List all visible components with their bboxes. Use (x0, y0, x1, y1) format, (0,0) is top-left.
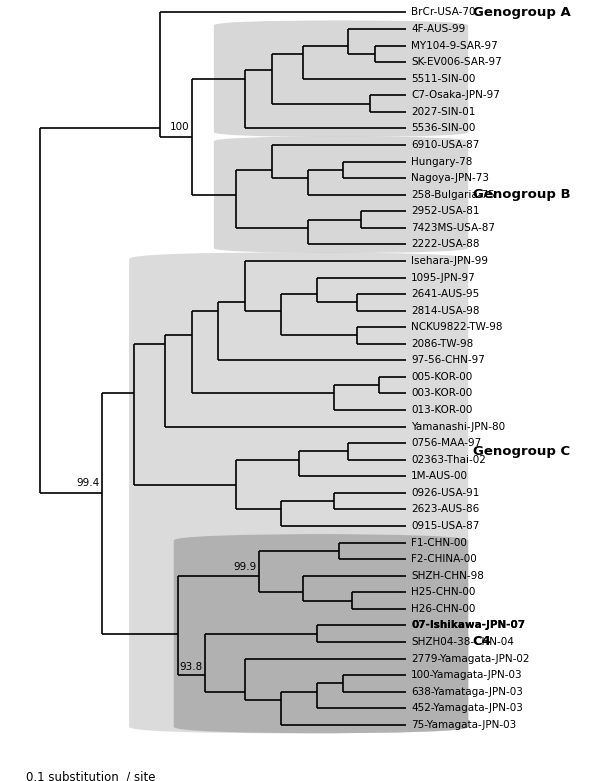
Text: 2641-AUS-95: 2641-AUS-95 (411, 289, 479, 299)
Text: 99.4: 99.4 (77, 478, 100, 488)
FancyBboxPatch shape (214, 20, 468, 137)
Text: H25-CHN-00: H25-CHN-00 (411, 587, 476, 597)
FancyBboxPatch shape (174, 534, 468, 733)
Text: SK-EV006-SAR-97: SK-EV006-SAR-97 (411, 57, 502, 67)
Text: 99.9: 99.9 (233, 562, 256, 572)
FancyBboxPatch shape (129, 252, 468, 733)
Text: 75-Yamagata-JPN-03: 75-Yamagata-JPN-03 (411, 720, 517, 729)
Text: 1M-AUS-00: 1M-AUS-00 (411, 471, 468, 481)
Text: MY104-9-SAR-97: MY104-9-SAR-97 (411, 41, 498, 51)
Text: Nagoya-JPN-73: Nagoya-JPN-73 (411, 173, 489, 183)
Text: F1-CHN-00: F1-CHN-00 (411, 537, 467, 547)
Text: 638-Yamataga-JPN-03: 638-Yamataga-JPN-03 (411, 686, 523, 697)
Text: 2952-USA-81: 2952-USA-81 (411, 206, 479, 216)
Text: 1095-JPN-97: 1095-JPN-97 (411, 273, 476, 283)
Text: 0756-MAA-97: 0756-MAA-97 (411, 438, 481, 448)
Text: Genogroup B: Genogroup B (473, 188, 571, 201)
Text: Isehara-JPN-99: Isehara-JPN-99 (411, 256, 488, 266)
Text: 5511-SIN-00: 5511-SIN-00 (411, 73, 476, 84)
Text: C4: C4 (473, 636, 491, 648)
Text: 100: 100 (170, 122, 190, 132)
Text: 07-Ishikawa-JPN-07: 07-Ishikawa-JPN-07 (411, 620, 525, 630)
Text: 2222-USA-88: 2222-USA-88 (411, 240, 479, 249)
Text: 100-Yamagata-JPN-03: 100-Yamagata-JPN-03 (411, 670, 523, 680)
Text: 7423MS-USA-87: 7423MS-USA-87 (411, 223, 495, 233)
Text: 005-KOR-00: 005-KOR-00 (411, 372, 472, 382)
Text: 258-Bulgaria-75: 258-Bulgaria-75 (411, 190, 495, 200)
Text: BrCr-USA-70: BrCr-USA-70 (411, 8, 476, 17)
Text: 4F-AUS-99: 4F-AUS-99 (411, 24, 466, 34)
Text: C7-Osaka-JPN-97: C7-Osaka-JPN-97 (411, 91, 500, 100)
Text: Yamanashi-JPN-80: Yamanashi-JPN-80 (411, 422, 505, 432)
Text: 97-56-CHN-97: 97-56-CHN-97 (411, 355, 485, 366)
Text: 013-KOR-00: 013-KOR-00 (411, 405, 473, 415)
Text: SHZH04-38-CHN-04: SHZH04-38-CHN-04 (411, 637, 514, 647)
Text: 0915-USA-87: 0915-USA-87 (411, 521, 479, 531)
Text: 0.1 substitution  / site: 0.1 substitution / site (26, 770, 156, 781)
Text: SHZH-CHN-98: SHZH-CHN-98 (411, 571, 484, 581)
Text: 5536-SIN-00: 5536-SIN-00 (411, 123, 476, 134)
Text: 2027-SIN-01: 2027-SIN-01 (411, 107, 476, 117)
Text: NCKU9822-TW-98: NCKU9822-TW-98 (411, 323, 503, 332)
Text: 003-KOR-00: 003-KOR-00 (411, 388, 472, 398)
Text: 0926-USA-91: 0926-USA-91 (411, 488, 479, 497)
Text: 452-Yamagata-JPN-03: 452-Yamagata-JPN-03 (411, 703, 523, 713)
Text: 02363-Thai-02: 02363-Thai-02 (411, 455, 486, 465)
Text: 6910-USA-87: 6910-USA-87 (411, 140, 479, 150)
FancyBboxPatch shape (214, 137, 468, 253)
Text: 2623-AUS-86: 2623-AUS-86 (411, 505, 479, 515)
Text: 93.8: 93.8 (179, 662, 203, 672)
Text: H26-CHN-00: H26-CHN-00 (411, 604, 476, 614)
Text: Hungary-78: Hungary-78 (411, 156, 473, 166)
Text: 2814-USA-98: 2814-USA-98 (411, 305, 479, 316)
Text: 07-Ishikawa-JPN-07: 07-Ishikawa-JPN-07 (411, 620, 525, 630)
Text: 2779-Yamagata-JPN-02: 2779-Yamagata-JPN-02 (411, 654, 530, 664)
Text: 2086-TW-98: 2086-TW-98 (411, 339, 473, 349)
Text: Genogroup C: Genogroup C (473, 445, 570, 458)
Text: Genogroup A: Genogroup A (473, 6, 571, 19)
Text: F2-CHINA-00: F2-CHINA-00 (411, 555, 477, 564)
